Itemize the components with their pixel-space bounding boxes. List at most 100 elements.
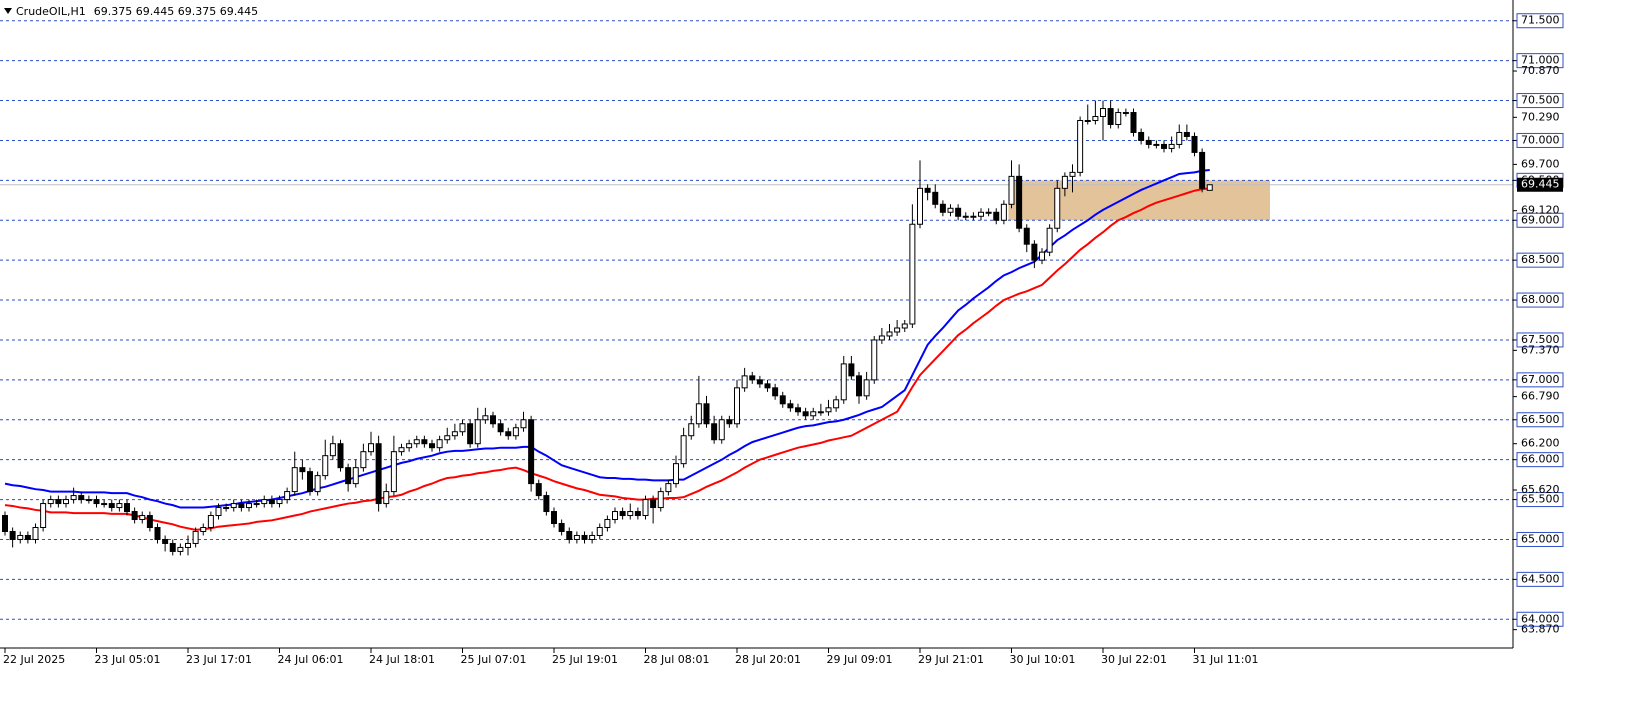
y-tick-label: 68.000 [1521,293,1560,306]
candle-body [139,515,146,521]
candle-body [634,511,641,517]
candle-body [650,499,657,509]
candle-body [1031,243,1038,261]
candle-body [612,511,618,521]
candle-body [1153,143,1160,146]
y-tick-label: 70.000 [1521,133,1560,146]
x-tick-label: 23 Jul 05:01 [95,653,161,666]
y-tick-label: 66.200 [1521,437,1560,450]
candle-body [85,499,92,502]
candle-body [817,411,824,414]
candle-body [840,363,847,401]
candle-body [1000,203,1007,221]
candle-body [886,331,893,337]
candle-body [734,387,740,425]
candle-body [1054,187,1061,229]
candle-body [200,526,207,532]
candle-body [596,526,603,536]
y-tick-label-box [1516,531,1564,547]
candle-body [726,419,733,425]
x-tick-label: 23 Jul 17:01 [186,653,252,666]
x-tick-label: 24 Jul 06:01 [278,653,344,666]
x-tick-label: 30 Jul 22:01 [1101,653,1167,666]
y-tick-label-box [1516,132,1564,148]
candle-body [970,215,977,218]
candle-body [162,538,169,544]
candle-body [1191,135,1198,153]
y-tick-label-box [1516,252,1564,268]
candle-body [978,211,984,217]
candle-body [756,379,763,385]
candle-body [474,419,481,445]
x-tick-label: 24 Jul 18:01 [369,653,435,666]
moving-average [4,168,1210,509]
candle-body [695,403,702,425]
candle-body [497,423,504,433]
candle-body [718,419,725,441]
candle-body [383,491,390,505]
y-tick-label: 65.500 [1521,493,1560,506]
candle-body [924,187,931,193]
candle-body [1039,251,1045,261]
y-tick-label: 66.000 [1521,453,1560,466]
candle-body [352,467,359,485]
candle-body [573,534,580,540]
candle-body [566,530,573,540]
candle-body [261,499,268,505]
candle-body [291,467,298,493]
candle-body [406,443,413,449]
y-tick-label: 70.500 [1521,94,1560,107]
candle-body [268,499,275,505]
y-tick-label-box [1516,611,1564,627]
candle-body [207,515,214,528]
candle-body [451,431,458,437]
candle-body [962,215,969,218]
candle-body [390,451,397,493]
candle-body [1077,120,1084,173]
candle-body [177,546,184,552]
candle-body [1206,184,1213,191]
candle-body [32,526,39,540]
y-tick-label: 67.500 [1521,333,1560,346]
candle-body [512,427,519,437]
candle-body [40,503,47,528]
candle-body [703,403,710,425]
candle-body [337,443,344,469]
candle-body [1122,112,1129,115]
candle-body [871,339,878,381]
y-tick-label: 69.000 [1521,213,1560,226]
candle-body [520,419,527,429]
candle-body [413,439,420,445]
candle-body [711,423,718,441]
y-tick-label: 64.500 [1521,572,1560,585]
y-tick-label-box [1516,412,1564,428]
candle-body [772,387,779,397]
candle-body [360,451,367,469]
x-tick-label: 31 Jul 11:01 [1193,653,1259,666]
candle-body [421,439,428,445]
current-price-label: 69.445 [1521,178,1560,191]
y-tick-label: 65.000 [1521,532,1560,545]
candle-body [101,503,108,506]
candle-body [436,439,443,449]
candle-body [223,507,230,510]
candle-body [787,403,794,409]
candle-body [535,483,542,497]
candle-body [1008,175,1015,205]
collapse-icon[interactable] [4,8,12,14]
candle-body [238,503,245,509]
x-tick-label: 22 Jul 2025 [3,653,65,666]
candle-body [55,499,62,505]
candle-body [63,499,69,505]
candle-body [108,503,115,509]
candle-body [810,411,817,417]
y-tick-label: 71.500 [1521,14,1560,27]
candle-body [528,419,535,485]
candle-body [1161,143,1167,149]
y-tick-label: 66.500 [1521,413,1560,426]
y-tick-label: 63.870 [1521,623,1560,636]
candle-body [276,499,283,505]
candle-body [429,443,435,449]
candle-body [1107,108,1114,125]
